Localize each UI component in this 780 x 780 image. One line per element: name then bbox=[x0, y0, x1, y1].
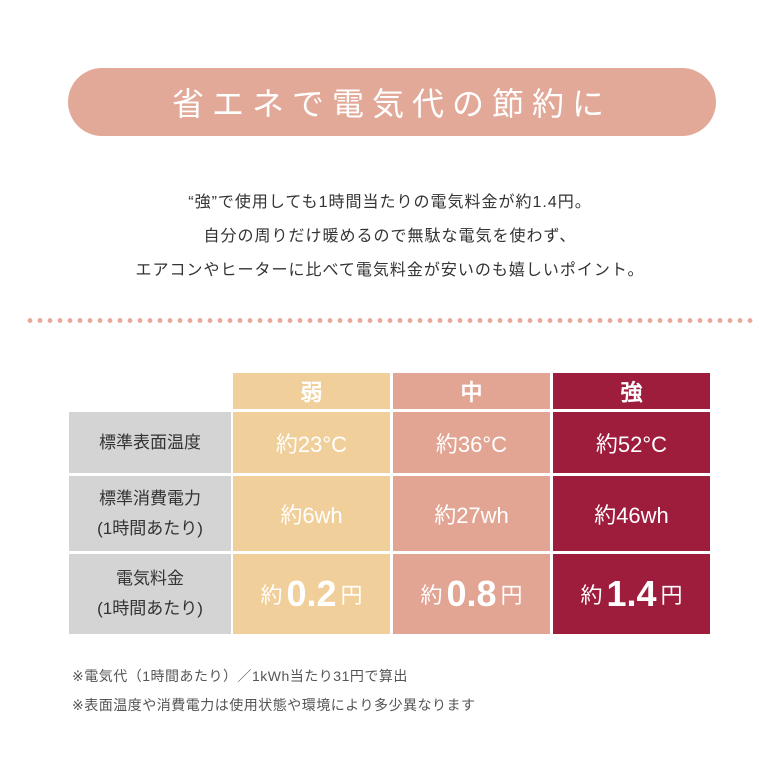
table-cell: 約36°C bbox=[393, 412, 550, 473]
row-label-line: (1時間あたり) bbox=[97, 518, 203, 538]
table-cell: 約23°C bbox=[233, 412, 390, 473]
cell-value: 約46wh bbox=[594, 502, 669, 528]
cell-prefix: 約 bbox=[580, 583, 603, 608]
row-label: 標準表面温度 bbox=[69, 412, 231, 473]
row-label-line: 電気料金 bbox=[116, 569, 184, 588]
table-cell: 約27wh bbox=[393, 476, 550, 551]
column-header-text: 弱 bbox=[300, 380, 323, 405]
column-header-text: 強 bbox=[620, 380, 643, 405]
table-cell: 約 0.2 円 bbox=[233, 554, 390, 634]
cell-value: 1.4 bbox=[606, 573, 657, 614]
title: 省エネで電気代の節約に bbox=[171, 86, 612, 122]
column-header-text: 中 bbox=[460, 380, 483, 405]
row-label-line: 標準消費電力 bbox=[99, 488, 201, 508]
cell-suffix: 円 bbox=[340, 583, 363, 608]
table-cell: 約52°C bbox=[553, 412, 710, 473]
intro-line: エアコンやヒーターに比べて電気料金が安いのも嬉しいポイント。 bbox=[135, 262, 645, 279]
cell-value: 0.8 bbox=[446, 573, 497, 614]
row-label-line: (1時間あたり) bbox=[97, 599, 203, 618]
column-header: 強 bbox=[553, 373, 710, 409]
dotted-divider bbox=[25, 318, 755, 323]
cell-value: 約52°C bbox=[595, 431, 668, 457]
intro-line: 自分の周りだけ暖めるので無駄な電気を使わず、 bbox=[203, 228, 577, 245]
cell-prefix: 約 bbox=[260, 583, 283, 608]
column-header: 中 bbox=[393, 373, 550, 409]
cell-suffix: 円 bbox=[660, 583, 683, 608]
cell-value: 約27wh bbox=[434, 502, 509, 528]
cell-value: 約23°C bbox=[275, 431, 348, 457]
row-label-line: 標準表面温度 bbox=[99, 432, 201, 452]
column-header: 弱 bbox=[233, 373, 390, 409]
cell-suffix: 円 bbox=[500, 583, 523, 608]
row-label: 標準消費電力 (1時間あたり) bbox=[69, 476, 231, 551]
cell-value: 0.2 bbox=[286, 573, 337, 614]
table-cell: 約 1.4 円 bbox=[553, 554, 710, 634]
cell-value: 約36°C bbox=[435, 431, 508, 457]
table-cell: 約 0.8 円 bbox=[393, 554, 550, 634]
table-cell: 約6wh bbox=[233, 476, 390, 551]
note: ※表面温度や消費電力は使用状態や環境により多少異なります bbox=[72, 697, 476, 713]
row-label: 電気料金 (1時間あたり) bbox=[69, 554, 231, 634]
intro-line: “強”で使用しても1時間当たりの電気料金が約1.4円。 bbox=[188, 194, 592, 211]
note: ※電気代（1時間あたり）／1kWh当たり31円で算出 bbox=[72, 668, 408, 684]
cell-prefix: 約 bbox=[420, 583, 443, 608]
table-cell: 約46wh bbox=[553, 476, 710, 551]
cell-value: 約6wh bbox=[280, 502, 343, 528]
title-banner: 省エネで電気代の節約に bbox=[68, 68, 716, 136]
